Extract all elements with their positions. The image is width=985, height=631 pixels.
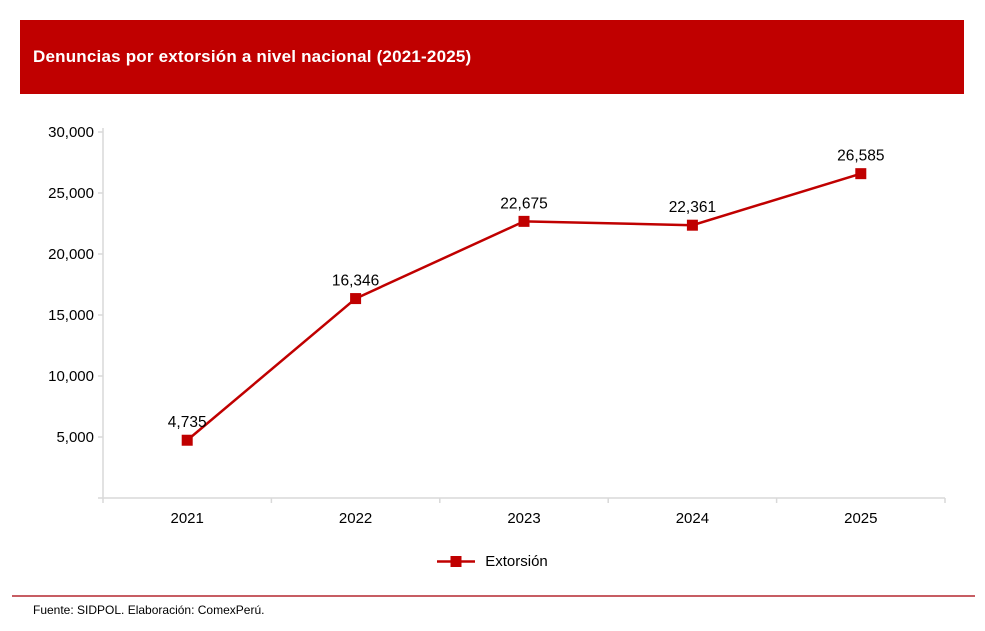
chart-title: Denuncias por extorsión a nivel nacional… [33, 47, 472, 66]
y-axis-tick-label: 15,000 [48, 307, 94, 324]
y-axis-tick-label: 5,000 [56, 429, 94, 446]
y-axis-tick-label: 10,000 [48, 368, 94, 385]
data-point-label: 22,675 [500, 195, 547, 212]
legend-label: Extorsión [485, 553, 548, 570]
footer-divider [12, 595, 975, 597]
legend: Extorsión [0, 553, 985, 570]
legend-series-marker-icon [437, 556, 476, 567]
data-point-marker [855, 168, 867, 180]
x-axis-tick-label: 2025 [844, 510, 877, 527]
data-point-marker [686, 219, 698, 231]
x-axis-tick-label: 2021 [171, 510, 204, 527]
data-point-marker [350, 293, 362, 305]
y-axis-tick-label: 30,000 [48, 124, 94, 141]
y-axis-tick-label: 25,000 [48, 185, 94, 202]
source-note: Fuente: SIDPOL. Elaboración: ComexPerú. [33, 603, 265, 617]
y-axis-tick-label: 20,000 [48, 246, 94, 263]
data-point-marker [181, 434, 193, 446]
series-line [186, 172, 862, 442]
data-point-label: 22,361 [669, 199, 716, 216]
data-point-marker [518, 215, 530, 227]
x-axis-tick-label: 2023 [507, 510, 540, 527]
title-banner: Denuncias por extorsión a nivel nacional… [20, 20, 964, 94]
x-axis-tick-label: 2022 [339, 510, 372, 527]
data-point-label: 4,735 [168, 414, 207, 431]
data-point-label: 16,346 [332, 273, 379, 290]
data-point-label: 26,585 [837, 148, 884, 165]
x-axis-tick-label: 2024 [676, 510, 709, 527]
